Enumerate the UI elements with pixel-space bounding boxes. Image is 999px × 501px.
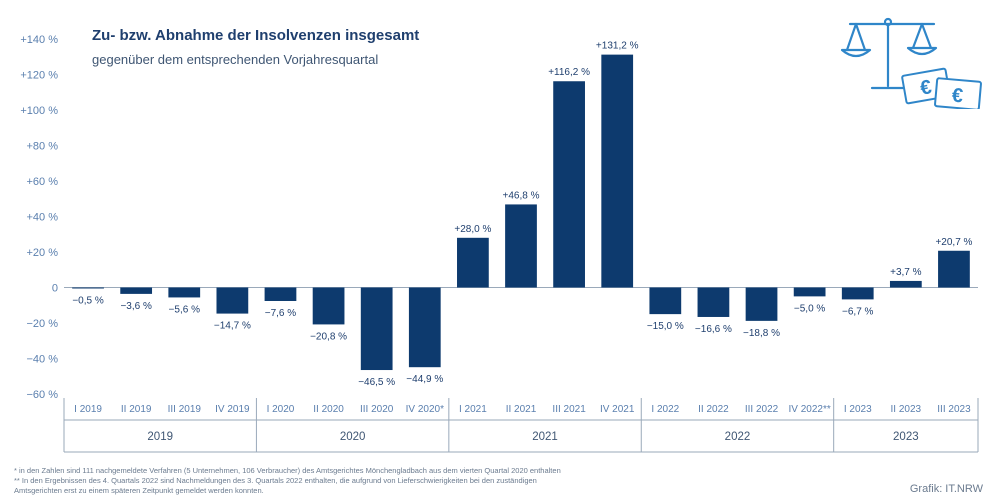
footnote-3: Amtsgerichten erst zu einem späteren Zei… [14, 486, 264, 495]
x-tick-label: I 2019 [74, 404, 102, 415]
year-label: 2019 [147, 431, 173, 443]
x-tick-label: III 2023 [937, 404, 971, 415]
x-tick-label: II 2022 [698, 404, 729, 415]
bar [794, 288, 826, 297]
y-tick-label: +20 % [27, 247, 59, 259]
data-label: −14,7 % [214, 321, 251, 332]
data-label: −3,6 % [120, 301, 152, 312]
bar [553, 81, 585, 287]
bar [649, 288, 681, 315]
bar [168, 288, 200, 298]
x-tick-label: II 2020 [313, 404, 344, 415]
year-label: 2023 [893, 431, 919, 443]
y-tick-label: +40 % [27, 212, 59, 224]
year-label: 2022 [725, 431, 751, 443]
bar [120, 288, 152, 294]
y-tick-label: 0 [52, 283, 58, 295]
bar [457, 238, 489, 288]
bar [216, 288, 248, 314]
year-label: 2020 [340, 431, 366, 443]
x-tick-label: I 2023 [844, 404, 872, 415]
y-tick-label: +80 % [27, 141, 59, 153]
data-label: −44,9 % [406, 374, 443, 385]
x-tick-label: II 2023 [891, 404, 922, 415]
year-label: 2021 [532, 431, 558, 443]
x-tick-label: IV 2022** [788, 404, 830, 415]
data-label: −0,5 % [72, 295, 104, 306]
x-tick-label: I 2022 [651, 404, 679, 415]
x-tick-label: I 2020 [267, 404, 295, 415]
x-tick-label: I 2021 [459, 404, 487, 415]
y-tick-label: +140 % [20, 34, 58, 46]
footnote-2: ** In den Ergebnissen des 4. Quartals 20… [14, 476, 537, 485]
x-tick-label: III 2019 [168, 404, 202, 415]
chart-credit: Grafik: IT.NRW [910, 483, 983, 495]
data-label: +3,7 % [890, 267, 922, 278]
y-tick-label: +60 % [27, 176, 59, 188]
x-tick-label: III 2022 [745, 404, 779, 415]
bar [842, 288, 874, 300]
data-label: −16,6 % [695, 324, 732, 335]
data-label: +46,8 % [503, 190, 540, 201]
bar [698, 288, 730, 317]
bar-chart: −60 % −40 % −20 % 0 +20 % +40 % +60 % +80 % +100… [0, 0, 999, 501]
data-label: +116,2 % [548, 67, 590, 78]
bar [601, 55, 633, 288]
data-label: +131,2 % [596, 41, 639, 52]
data-label: +28,0 % [454, 224, 491, 235]
bar [505, 204, 537, 287]
y-tick-label: +120 % [20, 70, 58, 82]
x-tick-label: III 2020 [360, 404, 394, 415]
data-label: +20,7 % [935, 237, 972, 248]
data-label: −15,0 % [647, 321, 684, 332]
y-tick-label: −20 % [27, 318, 59, 330]
data-label: −20,8 % [310, 331, 347, 342]
x-tick-label: IV 2019 [215, 404, 250, 415]
data-label: −5,6 % [169, 304, 201, 315]
bar [313, 288, 345, 325]
bar [746, 288, 778, 321]
x-tick-label: II 2019 [121, 404, 152, 415]
bar [361, 288, 393, 371]
x-tick-label: IV 2020* [406, 404, 444, 415]
x-tick-label: III 2021 [552, 404, 586, 415]
data-label: −6,7 % [842, 306, 874, 317]
data-label: −5,0 % [794, 303, 826, 314]
x-tick-label: IV 2021 [600, 404, 635, 415]
footnote-1: * in den Zahlen sind 111 nachgemeldete V… [14, 466, 561, 475]
y-tick-label: +100 % [20, 105, 58, 117]
bar [890, 281, 922, 288]
bar [72, 288, 104, 289]
data-label: −7,6 % [265, 308, 297, 319]
x-tick-label: II 2021 [506, 404, 537, 415]
data-label: −46,5 % [358, 377, 395, 388]
y-tick-label: −40 % [27, 354, 59, 366]
bar [265, 288, 297, 301]
bar [938, 251, 970, 288]
data-label: −18,8 % [743, 328, 780, 339]
bar [409, 288, 441, 368]
y-tick-label: −60 % [27, 389, 59, 401]
